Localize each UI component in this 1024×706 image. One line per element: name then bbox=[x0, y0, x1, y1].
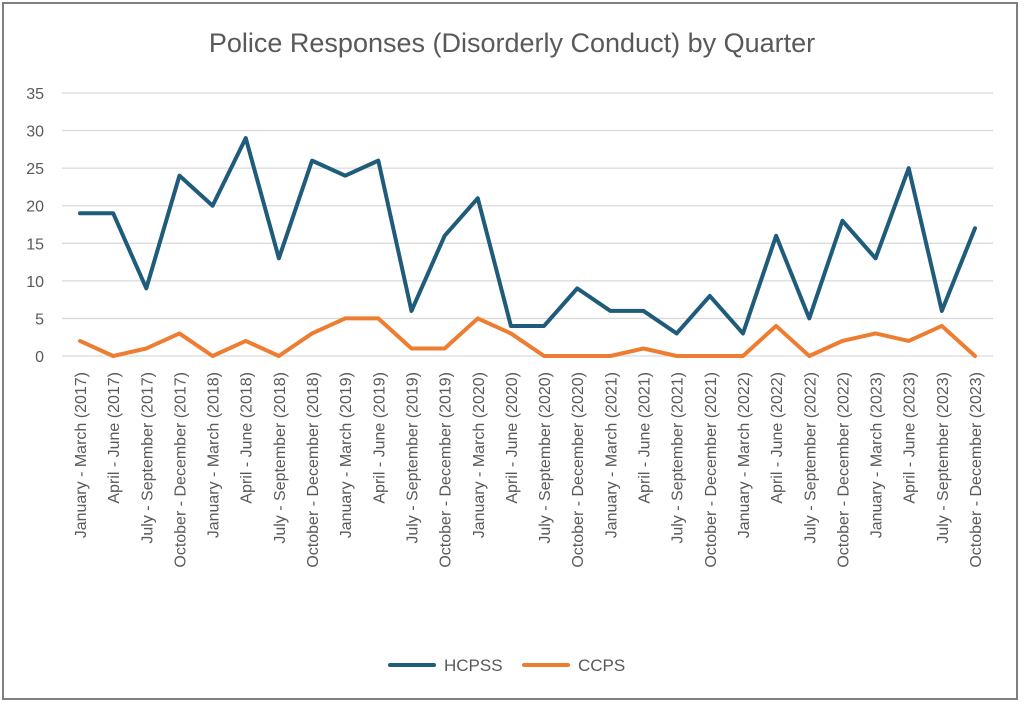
legend: HCPSS CCPS bbox=[388, 656, 625, 675]
series-line-hcpss bbox=[78, 136, 977, 336]
x-tick-label: July - September (2018) bbox=[272, 372, 289, 544]
x-tick-label: October - December (2019) bbox=[438, 372, 455, 568]
y-tick-label: 25 bbox=[26, 161, 44, 178]
x-tick-label: January - March (2023) bbox=[869, 372, 886, 538]
x-tick-label: July - September (2021) bbox=[670, 372, 687, 544]
x-tick-label: January - March (2020) bbox=[471, 372, 488, 538]
x-tick-label: January - March (2018) bbox=[206, 372, 223, 538]
x-tick-label: July - September (2020) bbox=[537, 372, 554, 544]
x-tick-label: January - March (2017) bbox=[73, 372, 90, 538]
chart-title: Police Responses (Disorderly Conduct) by… bbox=[209, 28, 815, 58]
x-tick-label: October - December (2021) bbox=[703, 372, 720, 568]
y-tick-label: 35 bbox=[26, 86, 44, 103]
y-tick-label: 20 bbox=[26, 199, 44, 216]
x-tick-label: April - June (2017) bbox=[106, 372, 123, 504]
series-line-ccps bbox=[78, 316, 977, 358]
x-axis-ticks: January - March (2017) April - June (2017… bbox=[73, 372, 985, 568]
x-tick-label: October - December (2020) bbox=[570, 372, 587, 568]
y-tick-label: 10 bbox=[26, 274, 44, 291]
x-tick-label: April - June (2023) bbox=[902, 372, 919, 504]
x-tick-label: July - September (2017) bbox=[139, 372, 156, 544]
x-tick-label: October - December (2023) bbox=[968, 372, 985, 568]
y-tick-label: 30 bbox=[26, 124, 44, 141]
x-tick-label: April - June (2020) bbox=[504, 372, 521, 504]
x-tick-label: January - March (2022) bbox=[736, 372, 753, 538]
x-tick-label: July - September (2023) bbox=[935, 372, 952, 544]
x-tick-label: October - December (2017) bbox=[172, 372, 189, 568]
legend-label-hcpss: HCPSS bbox=[444, 656, 503, 675]
x-tick-label: January - March (2019) bbox=[338, 372, 355, 538]
x-tick-label: April - June (2018) bbox=[239, 372, 256, 504]
y-axis-ticks: 0 5 10 15 20 25 30 35 bbox=[26, 86, 44, 366]
x-tick-label: April - June (2021) bbox=[637, 372, 654, 504]
x-tick-label: October - December (2022) bbox=[835, 372, 852, 568]
x-tick-label: January - March (2021) bbox=[603, 372, 620, 538]
x-tick-label: April - June (2019) bbox=[371, 372, 388, 504]
x-tick-label: October - December (2018) bbox=[305, 372, 322, 568]
y-tick-label: 15 bbox=[26, 236, 44, 253]
y-tick-label: 5 bbox=[35, 311, 44, 328]
x-tick-label: April - June (2022) bbox=[769, 372, 786, 504]
x-tick-label: July - September (2019) bbox=[404, 372, 421, 544]
series-lines bbox=[78, 136, 977, 358]
x-tick-label: July - September (2022) bbox=[802, 372, 819, 544]
legend-label-ccps: CCPS bbox=[578, 656, 625, 675]
y-tick-label: 0 bbox=[35, 349, 44, 366]
gridlines bbox=[62, 92, 993, 357]
